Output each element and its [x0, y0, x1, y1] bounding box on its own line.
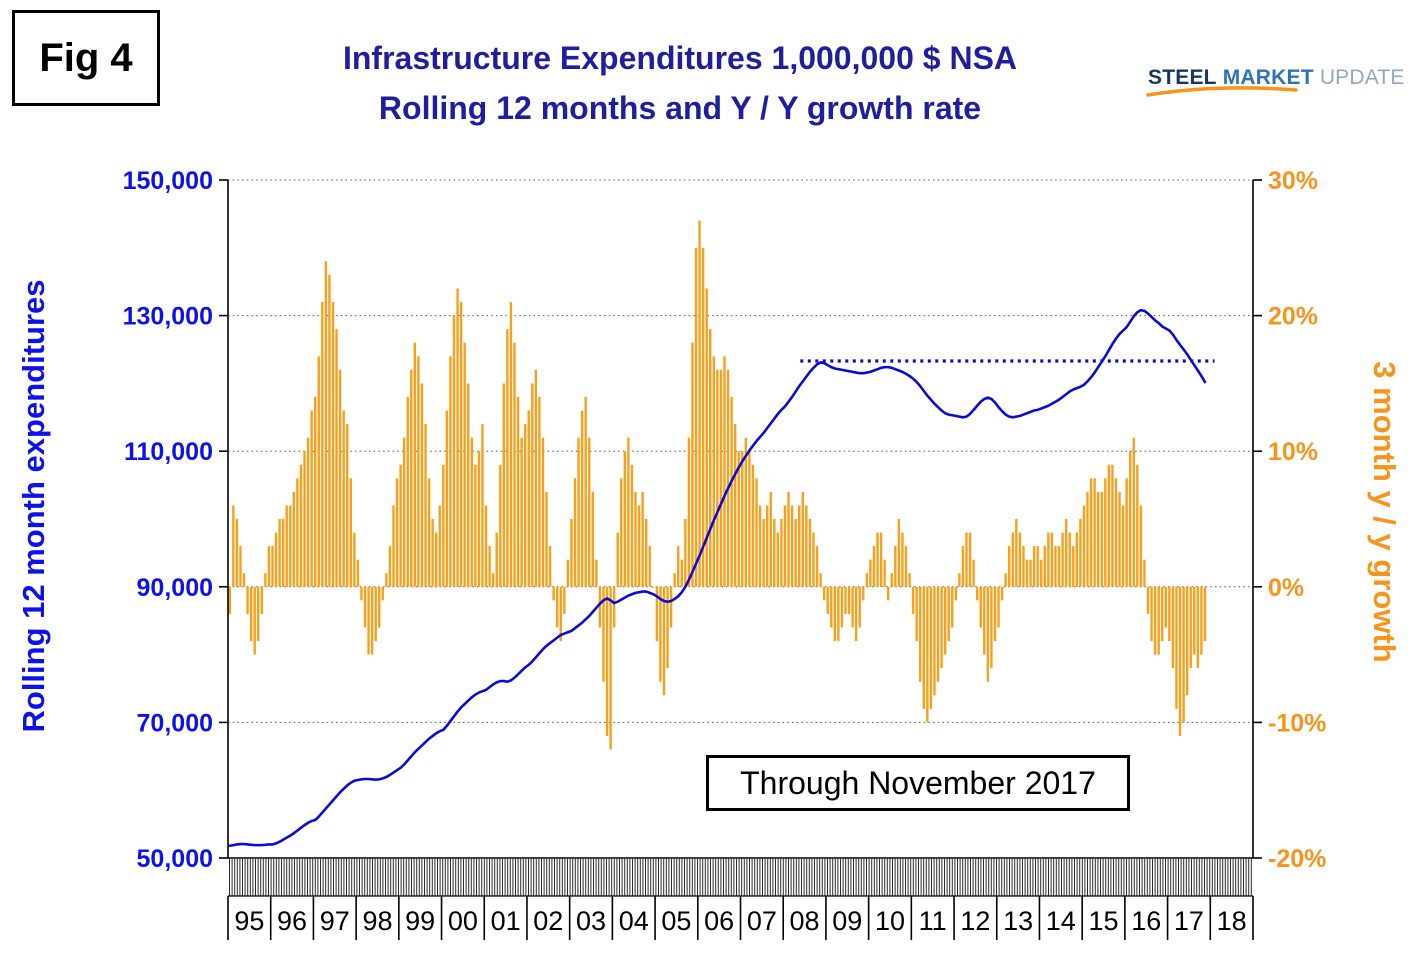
svg-text:70,000: 70,000: [137, 709, 213, 737]
svg-text:10: 10: [875, 906, 905, 936]
svg-text:30%: 30%: [1268, 167, 1318, 195]
plot-frame: [227, 180, 1254, 859]
chart-title-line2: Rolling 12 months and Y / Y growth rate: [378, 89, 982, 126]
svg-text:13: 13: [1003, 906, 1033, 936]
svg-text:11: 11: [919, 906, 947, 936]
annotation-text: Through November 2017: [740, 764, 1096, 801]
svg-text:90,000: 90,000: [137, 574, 213, 602]
svg-text:00: 00: [448, 906, 478, 936]
month-tick-band: [228, 859, 1253, 897]
svg-text:96: 96: [277, 906, 307, 936]
svg-text:08: 08: [790, 906, 820, 936]
logo-word-market: MARKET: [1222, 66, 1314, 89]
svg-text:130,000: 130,000: [123, 303, 213, 331]
svg-text:98: 98: [362, 906, 392, 936]
right-axis-labels: 30% 20% 10% 0% -10% -20%: [1253, 167, 1326, 873]
svg-text:06: 06: [704, 906, 734, 936]
growth-bars: [228, 220, 1207, 750]
svg-text:110,000: 110,000: [124, 438, 213, 466]
logo-text: STEEL MARKET UPDATE: [1148, 66, 1404, 90]
svg-text:12: 12: [960, 906, 990, 936]
svg-text:97: 97: [320, 906, 350, 936]
figure-label: Fig 4: [39, 35, 133, 80]
svg-text:04: 04: [619, 906, 649, 936]
svg-text:02: 02: [533, 906, 563, 936]
annotation-box: Through November 2017: [706, 755, 1130, 811]
left-axis-labels: 150,000 130,000 110,000 90,000 70,000 50,000: [123, 167, 228, 873]
svg-text:09: 09: [832, 906, 862, 936]
svg-text:16: 16: [1131, 906, 1161, 936]
svg-text:95: 95: [234, 906, 264, 936]
svg-text:-10%: -10%: [1268, 709, 1326, 737]
svg-text:01: 01: [491, 906, 521, 936]
gridlines: [228, 179, 1253, 723]
svg-text:0%: 0%: [1268, 574, 1304, 602]
figure-label-box: Fig 4: [12, 10, 160, 106]
svg-text:99: 99: [405, 906, 435, 936]
svg-text:07: 07: [747, 906, 777, 936]
logo-word-update: UPDATE: [1319, 66, 1405, 89]
chart-title: Infrastructure Expenditures 1,000,000 $ …: [235, 34, 1125, 133]
steel-market-update-logo: STEEL MARKET UPDATE: [1146, 66, 1404, 106]
svg-text:05: 05: [661, 906, 691, 936]
chart-title-line1: Infrastructure Expenditures 1,000,000 $ …: [342, 40, 1018, 76]
svg-text:17: 17: [1174, 906, 1204, 936]
svg-text:10%: 10%: [1268, 438, 1318, 466]
svg-text:50,000: 50,000: [137, 845, 213, 873]
svg-text:18: 18: [1217, 906, 1247, 936]
svg-text:-20%: -20%: [1268, 845, 1326, 873]
svg-text:15: 15: [1088, 906, 1118, 936]
svg-text:03: 03: [576, 906, 606, 936]
expenditure-line: [228, 308, 1207, 848]
svg-text:14: 14: [1046, 906, 1076, 936]
svg-text:20%: 20%: [1268, 303, 1318, 331]
year-axis-labels: 95 96 97 98 99 00 01 02 03 04 05 06 07 08 09 10 11 12 13 14…: [227, 896, 1254, 940]
logo-swoosh-icon: [1146, 86, 1298, 97]
svg-text:150,000: 150,000: [123, 167, 213, 195]
logo-word-steel: STEEL: [1148, 66, 1217, 89]
